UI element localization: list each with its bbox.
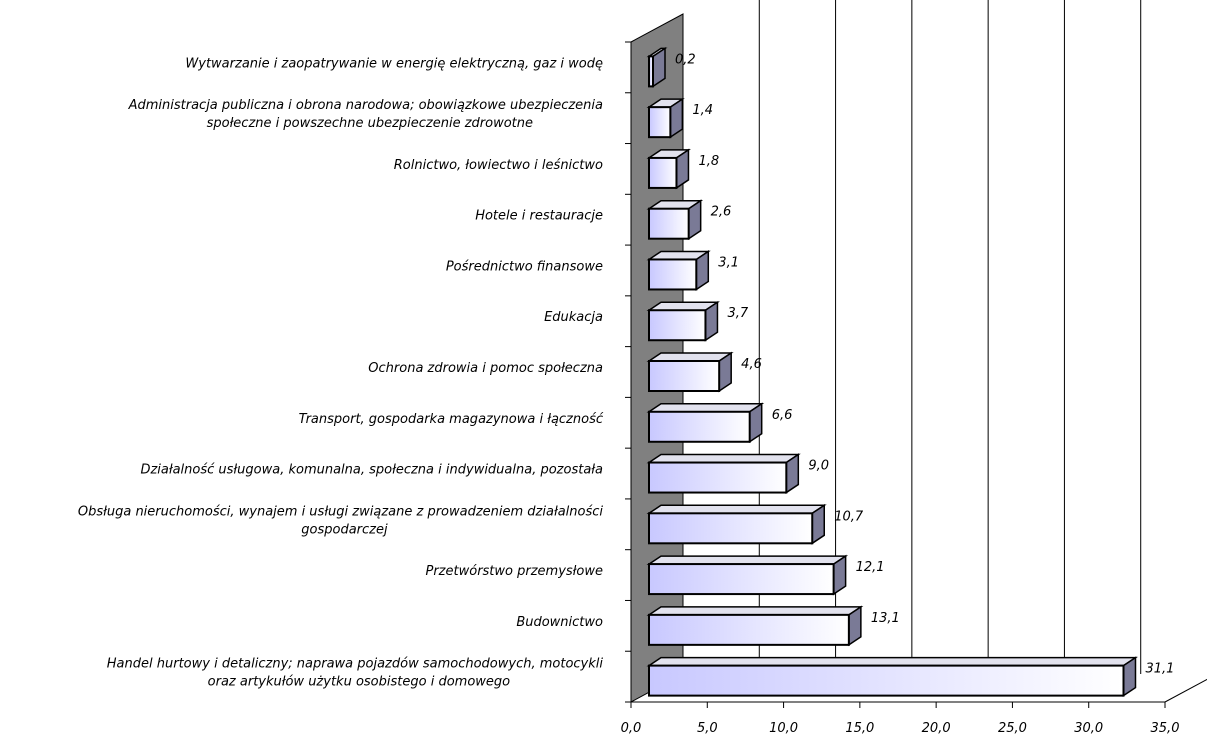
x-tick-label: 35,0 (1151, 721, 1180, 736)
bar-value-label: 13,1 (871, 611, 900, 626)
bar-top-face (646, 656, 1138, 667)
category-label: Pośrednictwo finansowe (446, 259, 603, 274)
bar (648, 106, 672, 139)
category-label: Budownictwo (516, 615, 603, 630)
bar (648, 156, 678, 189)
bar-top-face (646, 453, 801, 464)
bar (648, 55, 654, 88)
bar (648, 563, 835, 596)
category-label: Wytwarzanie i zaopatrywanie w energię el… (185, 56, 603, 71)
bar-value-label: 2,6 (711, 205, 732, 220)
bar (648, 360, 721, 392)
x-tick-label: 25,0 (998, 721, 1027, 736)
bar (648, 258, 698, 291)
bars-layer (646, 46, 1138, 698)
bar (648, 613, 850, 646)
category-label: Przetwórstwo przemysłowe (426, 564, 604, 579)
category-label: Transport, gospodarka magazynowa i łączn… (299, 412, 604, 427)
bar-value-label: 12,1 (856, 560, 885, 575)
bar-value-label: 9,0 (808, 459, 829, 474)
x-tick-label: 0,0 (621, 721, 642, 736)
bar-value-label: 3,7 (727, 306, 748, 321)
bar (648, 410, 751, 443)
category-label: Edukacja (544, 310, 603, 325)
x-tick-label: 5,0 (697, 721, 718, 736)
x-tick-label: 10,0 (769, 721, 798, 736)
bar (648, 512, 814, 545)
tick-labels-layer: 0,0 5,0 10,0 15,0 20,0 25,0 30,0 35,0 (621, 721, 1180, 736)
bar-top-face (646, 555, 849, 565)
category-label: Ochrona zdrowia i pomoc społeczna (368, 361, 603, 376)
bar-top-face (646, 352, 734, 362)
x-tick-label: 30,0 (1074, 721, 1103, 736)
bar-value-label: 0,2 (675, 52, 696, 67)
category-labels-layer: Wytwarzanie i zaopatrywanie w energię el… (78, 56, 604, 689)
x-tick-label: 20,0 (922, 721, 951, 736)
bar-value-label: 1,4 (692, 103, 713, 118)
bar-value-label: 31,1 (1145, 662, 1174, 677)
category-label: oraz artykułów użytku osobistego i domow… (208, 675, 510, 690)
bar (648, 309, 707, 342)
category-label: społeczne i powszechne ubezpieczenie zdr… (207, 116, 533, 131)
category-label: Hotele i restauracje (475, 209, 603, 224)
bar-value-label: 4,6 (741, 357, 762, 372)
bar (648, 461, 788, 494)
category-label: Rolnictwo, łowiectwo i leśnictwo (394, 158, 603, 173)
bar-value-label: 1,8 (698, 154, 719, 169)
x-tick-label: 15,0 (845, 721, 874, 736)
category-label: Obsługa nieruchomości, wynajem i usługi … (78, 504, 604, 519)
bar-top-face (646, 403, 765, 413)
x-axis-layer (625, 41, 1207, 708)
category-label: gospodarczej (301, 522, 388, 537)
bar (648, 664, 1125, 697)
category-label: Administracja publiczna i obrona narodow… (128, 98, 603, 113)
bar-value-label: 10,7 (834, 509, 864, 524)
bar-value-label: 3,1 (718, 255, 739, 270)
bar-top-face (646, 606, 864, 616)
category-label: Handel hurtowy i detaliczny; naprawa poj… (107, 657, 604, 672)
bar-top-face (646, 504, 827, 515)
value-labels-layer: 0,2 1,4 1,8 2,6 3,1 3,7 4,6 6,6 9,0 10,7 12,1 13,1 3… (675, 52, 1174, 676)
floor-right-edge (1164, 678, 1207, 703)
bar (648, 207, 690, 240)
category-label: Działalność usługowa, komunalna, społecz… (140, 463, 603, 478)
bar-value-label: 6,6 (772, 408, 793, 423)
